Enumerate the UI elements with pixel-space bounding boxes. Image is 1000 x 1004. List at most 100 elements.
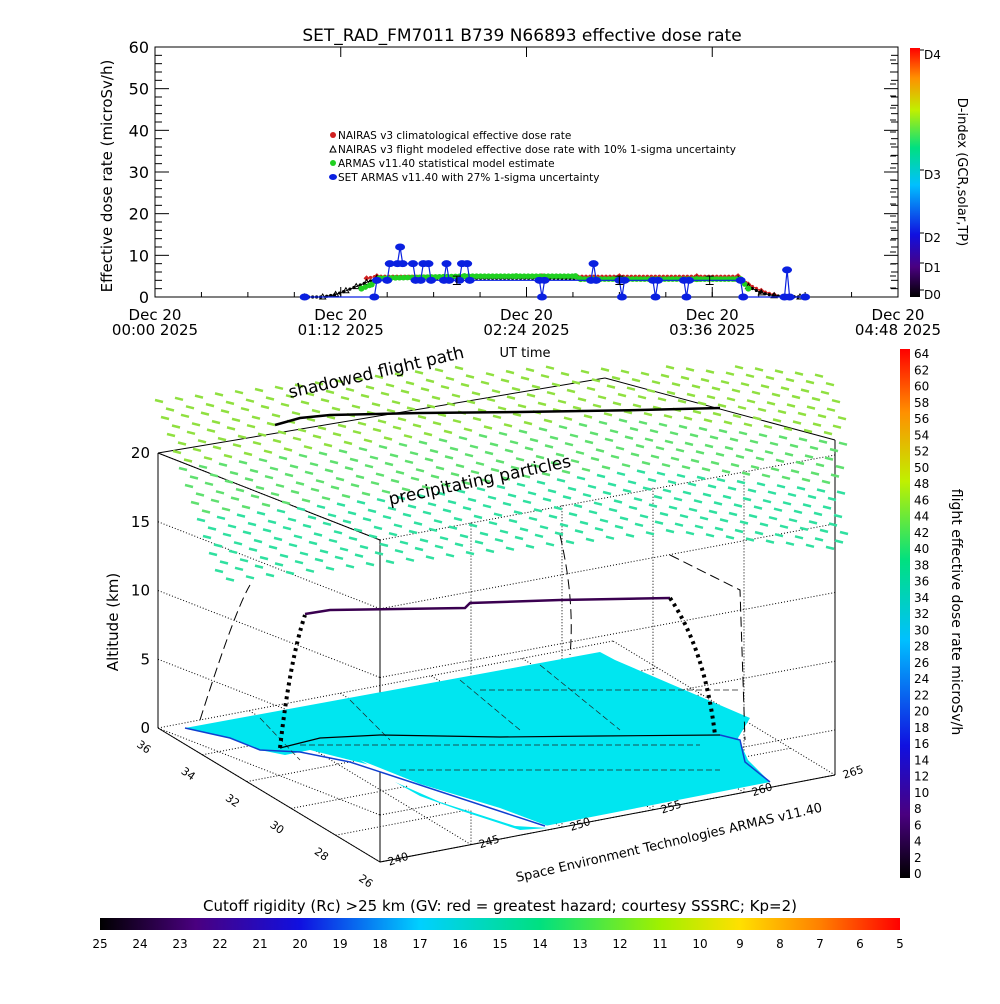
particle-dash: [274, 385, 284, 391]
particle-dash: [525, 367, 535, 373]
particle-dash: [295, 481, 305, 486]
particle-dash: [319, 549, 329, 554]
particle-dash: [624, 435, 634, 440]
data-point: [561, 273, 567, 279]
particle-dash: [763, 424, 773, 430]
data-point: [396, 274, 403, 281]
data-point: [362, 278, 371, 285]
particle-dash: [248, 547, 258, 552]
data-point: [681, 293, 692, 301]
data-point: [497, 273, 504, 279]
particle-dash: [253, 538, 263, 544]
particle-dash: [347, 510, 357, 516]
x-tick-time: 02:24 2025: [483, 321, 569, 339]
lat-tick-label: 26: [356, 872, 375, 891]
particle-dash: [744, 447, 754, 453]
particle-dash: [402, 512, 412, 518]
particle-dash: [375, 472, 385, 477]
particle-dash: [254, 564, 264, 569]
cutoff-rigidity-colorbar: Cutoff rigidity (Rc) >25 km (GV: red = g…: [92, 897, 903, 951]
data-point: [384, 260, 395, 268]
particle-dash: [793, 509, 803, 515]
particle-dash: [412, 423, 422, 428]
particle-dash: [471, 391, 481, 396]
particle-dash: [235, 487, 245, 493]
data-point: [525, 273, 531, 279]
data-point: [650, 293, 661, 301]
particle-dash: [306, 417, 316, 422]
particle-dash: [690, 458, 700, 464]
particle-dash: [800, 388, 810, 393]
particle-dash: [762, 498, 772, 504]
particle-dash: [716, 477, 726, 483]
particle-dash: [768, 515, 778, 521]
particle-dash: [605, 535, 615, 540]
lon-tick-label: 260: [750, 780, 774, 799]
particle-dash: [268, 545, 278, 550]
particle-dash: [291, 411, 301, 416]
z-tick-label: 0: [140, 719, 150, 737]
grid-line: [379, 523, 836, 610]
particle-dash: [723, 420, 733, 425]
particle-dash: [600, 367, 610, 372]
data-point: [473, 273, 480, 279]
particle-dash: [614, 524, 624, 530]
particle-dash: [710, 460, 720, 466]
particle-dash: [568, 512, 578, 517]
particle-dash: [796, 486, 806, 491]
particle-dash: [770, 467, 780, 472]
particle-dash: [382, 514, 392, 520]
particle-dash: [518, 429, 528, 434]
particle-dash: [395, 470, 405, 475]
particle-dash: [740, 382, 750, 387]
particle-dash: [835, 464, 845, 470]
particle-dash: [320, 398, 330, 403]
particle-dash: [533, 508, 543, 513]
particle-dash: [822, 505, 832, 510]
particle-dash: [675, 448, 685, 453]
particle-dash: [700, 377, 710, 383]
particle-dash: [467, 497, 477, 503]
particle-dash: [688, 507, 698, 513]
particle-dash: [277, 430, 287, 435]
particle-dash: [334, 378, 344, 384]
dose-rate-plot: Effective dose rate (microSv/h) 0 10 20 30 4…: [98, 38, 941, 361]
particle-dash: [308, 540, 318, 546]
particle-dash: [314, 381, 324, 386]
particle-dash: [500, 378, 510, 383]
colorbar-tick-label: 5: [896, 937, 904, 951]
particle-dash: [349, 457, 359, 463]
data-point: [489, 273, 496, 279]
particle-dash: [584, 439, 594, 445]
particle-dash: [581, 467, 591, 472]
data-point: [441, 260, 452, 268]
particle-dash: [737, 405, 747, 410]
particle-dash: [171, 424, 181, 429]
particle-dash: [504, 448, 514, 454]
particle-dash: [549, 435, 559, 441]
particle-dash: [745, 537, 755, 542]
particle-dash: [583, 414, 593, 419]
particle-dash: [405, 557, 415, 562]
particle-dash: [276, 508, 286, 514]
particle-dash: [265, 572, 275, 578]
particle-dash: [385, 383, 395, 388]
colorbar-tick-label: 9: [736, 937, 744, 951]
particle-dash: [269, 466, 279, 471]
particle-dash: [757, 407, 767, 413]
data-point: [462, 260, 473, 268]
particle-dash: [741, 471, 751, 476]
data-point: [569, 273, 575, 279]
particle-dash: [620, 369, 630, 374]
y-axis-label: Effective dose rate (microSv/h): [98, 60, 116, 293]
legend-label: ARMAS v11.40 statistical model estimate: [338, 158, 555, 170]
particle-dash: [185, 405, 195, 410]
particle-dash: [352, 429, 362, 435]
colorbar-tick-label: D4: [924, 48, 941, 62]
particle-dash: [448, 525, 458, 530]
colorbar-tick-label: 56: [914, 412, 929, 426]
particle-dash: [484, 450, 494, 456]
particle-dash: [625, 533, 635, 538]
particle-dash: [469, 444, 479, 449]
data-point: [400, 274, 407, 281]
